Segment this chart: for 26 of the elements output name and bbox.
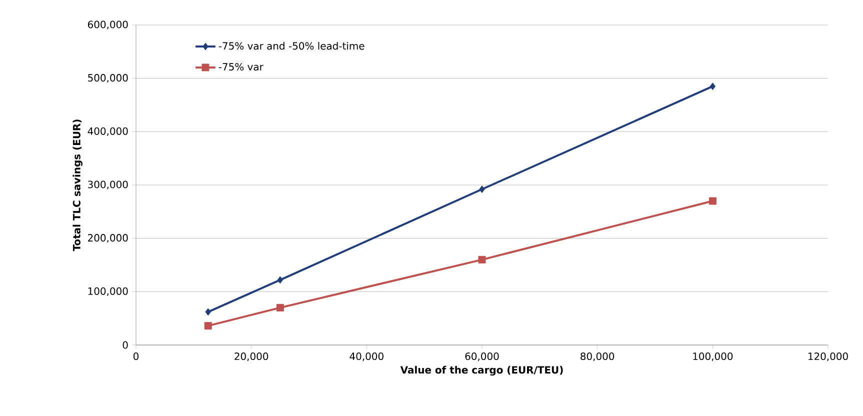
x-tick-label: 120,000 (808, 352, 848, 362)
point (478, 256, 486, 264)
point (276, 304, 284, 312)
point (277, 276, 284, 284)
legend-label: -75% var and -50% lead-time (218, 42, 364, 50)
x-tick-label: 100,000 (693, 352, 733, 362)
point (708, 197, 716, 205)
x-axis-title: Value of the cargo (EUR/TEU) (400, 366, 563, 376)
y-axis-title: Total TLC savings (EUR) (72, 120, 82, 252)
point (710, 82, 716, 90)
point (479, 186, 485, 194)
x-tick-label: 80,000 (580, 352, 614, 362)
y-tick-label: 300,000 (88, 180, 128, 190)
y-tick-label: 500,000 (88, 74, 128, 83)
point (204, 322, 212, 330)
y-tick-label: 100,000 (88, 287, 128, 296)
x-tick-label: 40,000 (350, 352, 384, 362)
y-tick-label: 600,000 (88, 20, 128, 30)
y-tick-label: 200,000 (88, 234, 128, 243)
x-tick-label: 20,000 (234, 352, 268, 362)
x-tick-label: 0 (133, 352, 139, 360)
y-tick-label: 0 (122, 341, 128, 349)
legend-label: -75% var (218, 63, 264, 71)
y-tick-label: 400,000 (88, 127, 128, 136)
point (205, 308, 211, 316)
x-tick-label: 60,000 (465, 352, 499, 362)
